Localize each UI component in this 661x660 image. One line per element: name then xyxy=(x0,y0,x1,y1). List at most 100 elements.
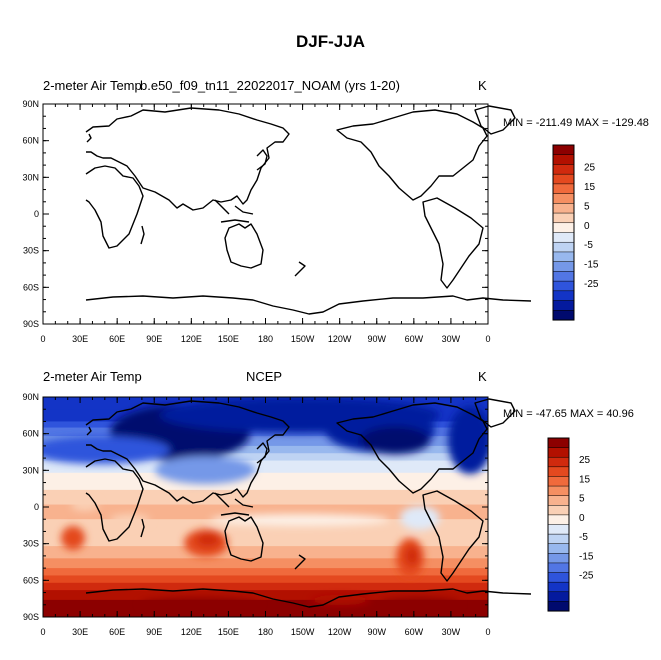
temp-band xyxy=(43,582,488,591)
temp-band xyxy=(43,436,488,447)
lon-tick-label: 60E xyxy=(109,627,125,637)
colorbar-swatch xyxy=(547,562,570,574)
lon-tick-label: 60E xyxy=(109,334,125,344)
temp-band xyxy=(43,445,488,454)
panel2-units: K xyxy=(478,369,487,384)
colorbar-label: -15 xyxy=(584,260,599,271)
temp-band xyxy=(43,558,488,569)
colorbar-swatch xyxy=(552,193,575,204)
colorbar-label: 0 xyxy=(579,513,585,524)
colorbar-swatch xyxy=(552,241,575,253)
panel1-units: K xyxy=(478,78,487,93)
colorbar-swatch xyxy=(547,456,570,468)
colorbar-label: -15 xyxy=(579,551,594,562)
colorbar-swatch xyxy=(552,232,575,243)
colorbar-label: -25 xyxy=(584,279,599,290)
colorbar-swatch xyxy=(547,553,570,564)
lat-tick-label: 30S xyxy=(23,539,39,549)
colorbar-label: 5 xyxy=(584,201,590,212)
lon-tick-label: 120W xyxy=(328,627,352,637)
lat-tick-label: 60S xyxy=(23,575,39,585)
colorbar-swatch xyxy=(547,466,570,477)
temp-anomaly xyxy=(140,598,260,610)
colorbar-swatch xyxy=(547,485,570,497)
colorbar-swatch xyxy=(552,183,575,195)
lon-tick-label: 30E xyxy=(72,334,88,344)
temp-band xyxy=(43,489,488,506)
lat-tick-label: 30S xyxy=(23,246,39,256)
panel1-left-title: 2-meter Air Temp xyxy=(43,78,142,93)
colorbar-label: -25 xyxy=(579,571,594,582)
lon-tick-label: 30E xyxy=(72,627,88,637)
lat-tick-label: 30N xyxy=(22,172,39,182)
lon-tick-label: 120E xyxy=(181,627,202,637)
colorbar-label: 25 xyxy=(584,162,596,173)
temp-band xyxy=(43,575,488,584)
lat-tick-label: 90S xyxy=(23,612,39,622)
colorbar-swatch xyxy=(552,173,575,185)
temp-band xyxy=(43,568,488,576)
temp-band xyxy=(43,590,488,601)
colorbar-label: 25 xyxy=(579,455,591,466)
colorbar-swatch xyxy=(547,437,570,449)
temp-band xyxy=(43,460,488,474)
colorbar-swatch xyxy=(547,495,570,506)
lon-tick-label: 120E xyxy=(181,334,202,344)
lon-tick-label: 150W xyxy=(291,627,315,637)
lon-tick-label: 30W xyxy=(442,334,461,344)
colorbar-swatch xyxy=(552,280,575,292)
colorbar-swatch xyxy=(547,447,570,458)
lon-tick-label: 150E xyxy=(218,334,239,344)
colorbar-swatch xyxy=(552,290,575,302)
lat-tick-label: 60N xyxy=(22,429,39,439)
temp-anomaly xyxy=(400,506,440,530)
colorbar-swatch xyxy=(547,524,570,535)
colorbar-swatch xyxy=(552,212,575,224)
colorbar-swatch xyxy=(552,154,575,165)
colorbar-label: -5 xyxy=(584,240,593,251)
colorbar-frame xyxy=(547,437,570,612)
colorbar-label: 5 xyxy=(579,494,585,505)
map-frame xyxy=(42,103,489,325)
lat-tick-label: 60S xyxy=(23,282,39,292)
colorbar-label: 15 xyxy=(584,182,596,193)
temp-anomaly xyxy=(360,426,430,454)
colorbar-label: 0 xyxy=(584,221,590,232)
temp-anomaly xyxy=(110,514,150,526)
lon-tick-label: 90W xyxy=(367,627,386,637)
temp-anomaly xyxy=(310,595,370,605)
lon-tick-label: 180 xyxy=(258,334,273,344)
lon-tick-label: 90E xyxy=(146,334,162,344)
lon-tick-label: 150W xyxy=(291,334,315,344)
colorbar-swatch xyxy=(552,251,575,263)
temp-anomaly xyxy=(61,526,85,550)
colorbar-label: 15 xyxy=(579,474,591,485)
colorbar-swatch xyxy=(552,300,575,311)
colorbar-swatch xyxy=(547,505,570,516)
lon-tick-label: 90W xyxy=(367,334,386,344)
lon-tick-label: 180 xyxy=(258,627,273,637)
coastline xyxy=(85,105,532,315)
lon-tick-label: 30W xyxy=(442,627,461,637)
lon-tick-label: 0 xyxy=(485,334,490,344)
temp-anomaly xyxy=(380,598,460,610)
colorbar-swatch xyxy=(547,581,570,593)
colorbar-swatch xyxy=(547,533,570,545)
temp-band xyxy=(43,546,488,559)
colorbar-swatch xyxy=(552,271,575,282)
temp-anomaly xyxy=(155,456,255,484)
colorbar-swatch xyxy=(547,543,570,554)
colorbar-swatch xyxy=(547,601,570,612)
temp-anomaly xyxy=(448,406,488,474)
colorbar-swatch xyxy=(547,514,570,526)
colorbar-1: 25 15 5 0 -5 -15 -25 xyxy=(552,144,599,321)
colorbar-swatch xyxy=(547,572,570,583)
colorbar-swatch xyxy=(552,203,575,214)
panel2-left-title: 2-meter Air Temp xyxy=(43,369,142,384)
lat-tick-label: 90N xyxy=(22,392,39,402)
colorbar-2: 25 15 5 0 -5 -15 -25 xyxy=(547,437,594,612)
colorbar-swatch xyxy=(552,164,575,175)
panel2-center-title: NCEP xyxy=(245,369,283,384)
